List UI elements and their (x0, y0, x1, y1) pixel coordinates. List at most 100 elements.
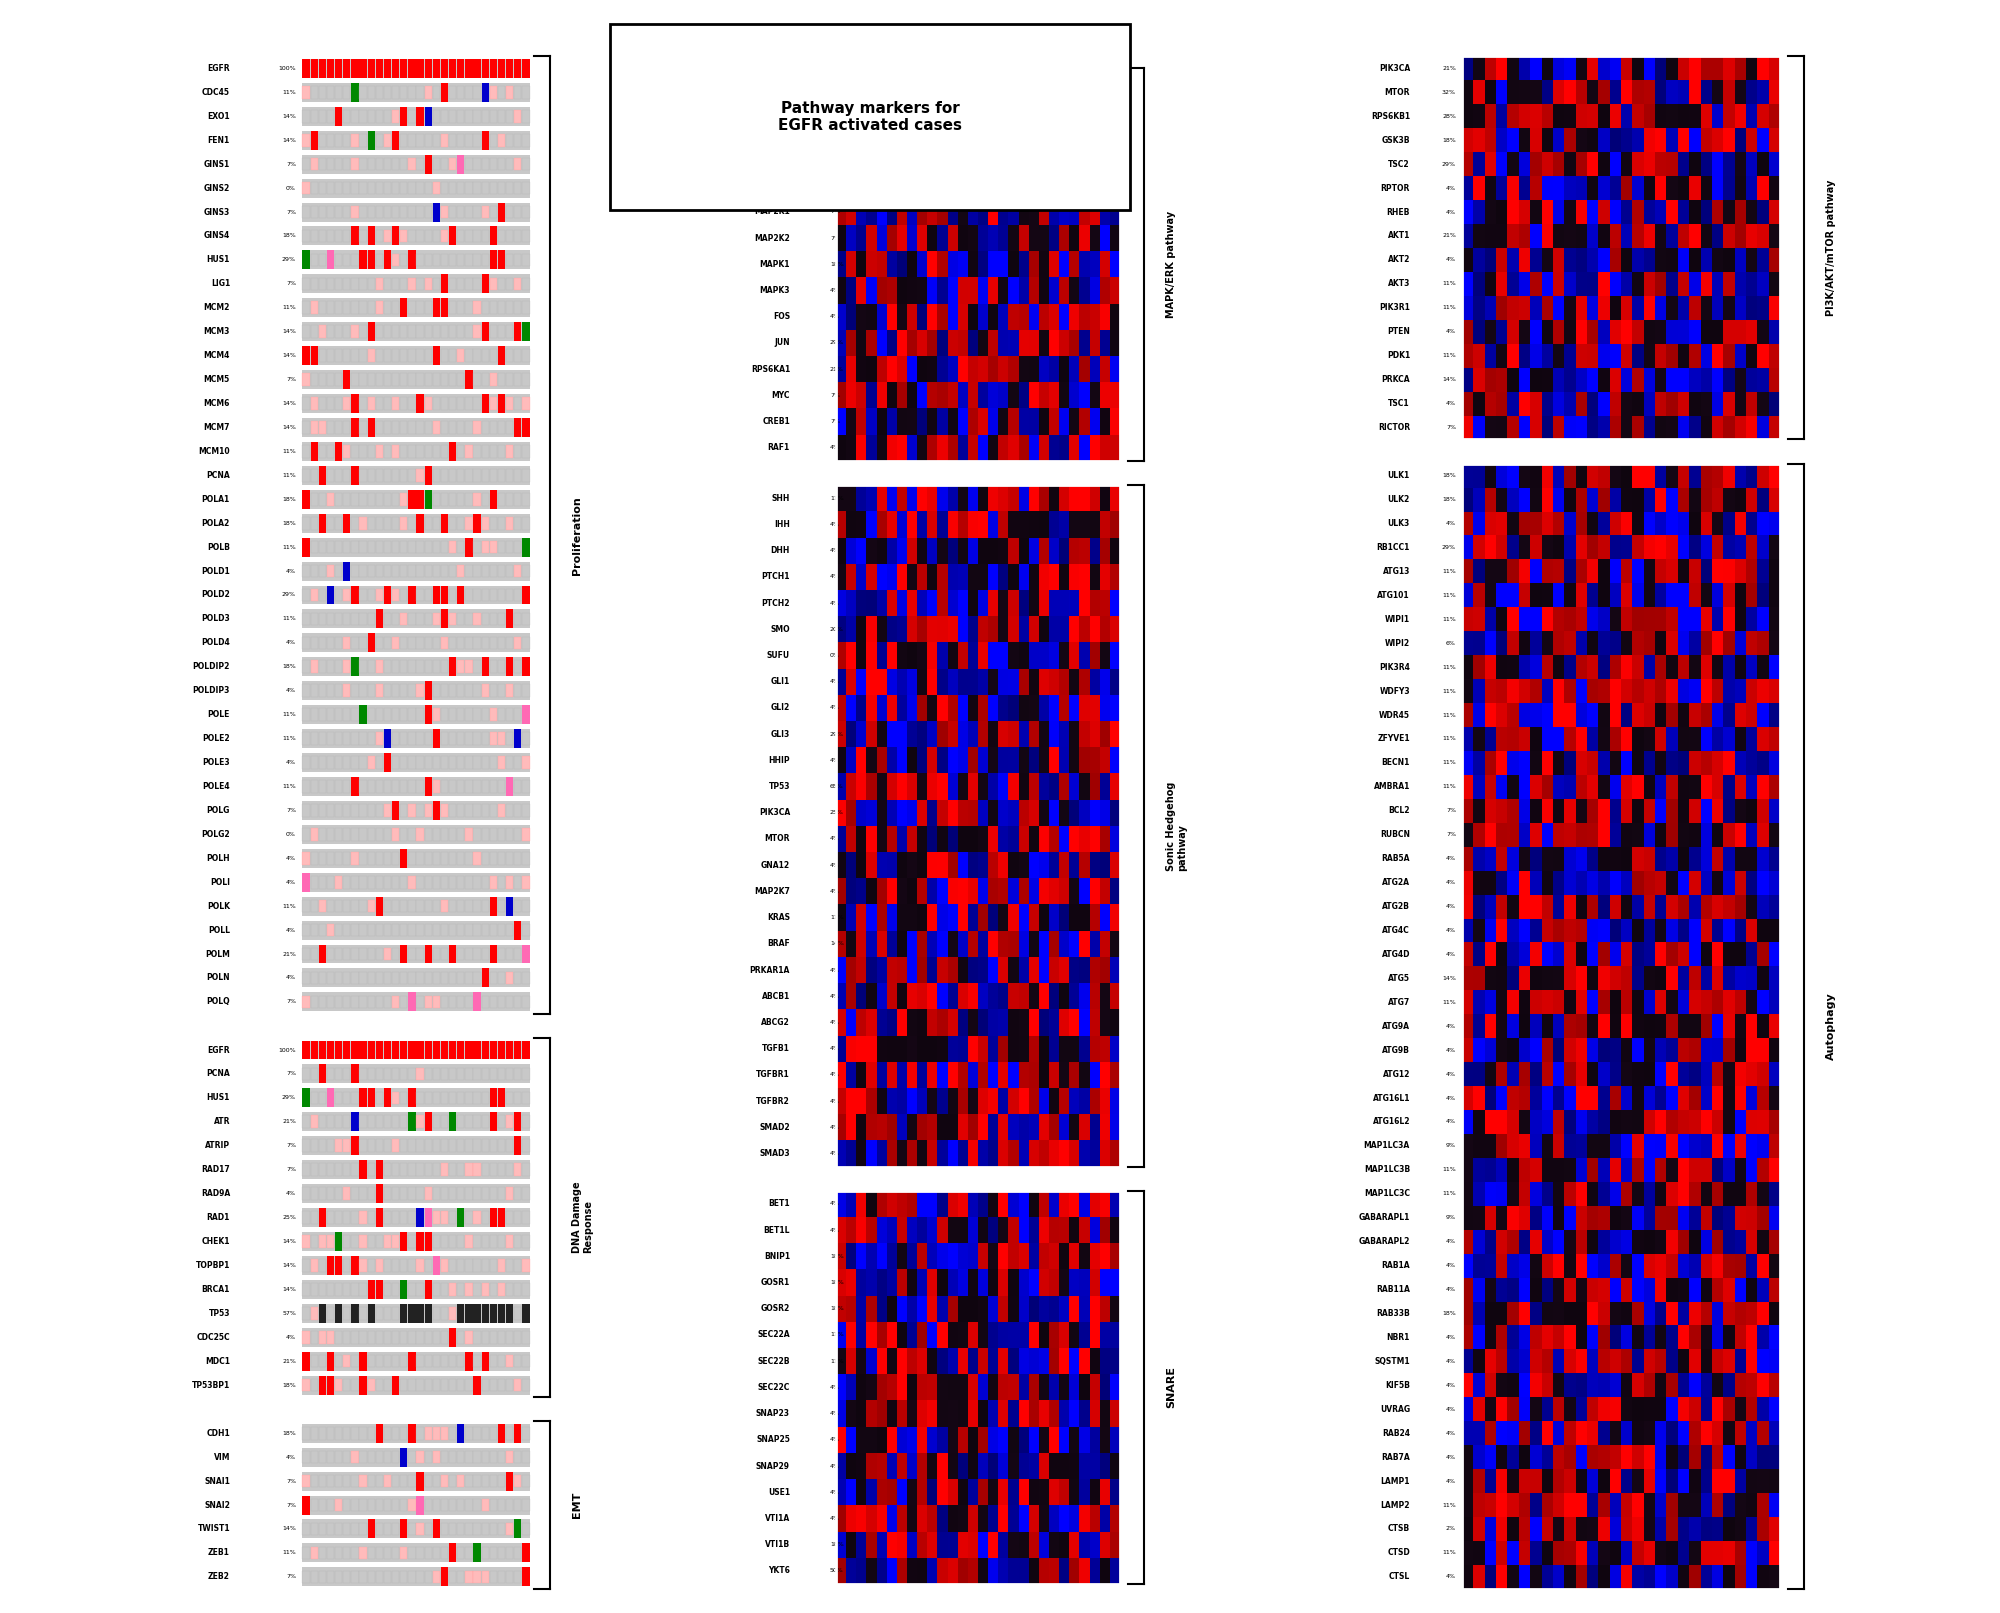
Bar (1508, 1253, 1518, 1277)
Bar (1050, 68, 1060, 94)
Bar (458, 1523, 464, 1536)
Bar (918, 590, 928, 616)
Bar (1690, 1350, 1700, 1373)
Bar (1586, 224, 1598, 248)
Bar (368, 948, 374, 960)
Bar (302, 1116, 310, 1127)
Bar (474, 134, 480, 147)
Bar (448, 708, 456, 721)
Bar (1100, 94, 1110, 121)
Bar (1644, 273, 1656, 295)
Bar (498, 637, 506, 648)
Bar (482, 158, 488, 171)
Bar (506, 229, 514, 242)
Text: Proliferation: Proliferation (572, 495, 582, 574)
Bar (1542, 1397, 1552, 1421)
Bar (1678, 560, 1690, 584)
Bar (1552, 248, 1564, 273)
Bar (1496, 895, 1508, 918)
Bar (440, 1547, 448, 1560)
Bar (514, 469, 522, 482)
Text: RAB33B: RAB33B (1376, 1310, 1410, 1318)
Bar (1746, 966, 1758, 990)
Bar (1484, 392, 1496, 416)
Bar (1050, 252, 1060, 277)
Bar (1700, 727, 1712, 752)
Bar (1110, 436, 1120, 461)
Bar (866, 590, 876, 616)
Bar (958, 957, 968, 982)
Bar (1712, 1134, 1724, 1158)
Bar (1632, 1565, 1644, 1589)
Text: SEC22B: SEC22B (758, 1357, 790, 1366)
Bar (1632, 224, 1644, 248)
Bar (998, 1532, 1008, 1558)
Text: MTOR: MTOR (1384, 87, 1410, 97)
Bar (1110, 1453, 1120, 1479)
Bar (360, 250, 366, 269)
Text: 11%: 11% (830, 131, 844, 135)
Bar (938, 1036, 948, 1061)
Bar (448, 516, 456, 529)
Bar (1050, 642, 1060, 668)
Bar (1542, 703, 1552, 727)
Bar (352, 948, 358, 960)
Bar (856, 1036, 866, 1061)
Bar (1110, 511, 1120, 537)
Bar (458, 1331, 464, 1344)
Bar (1678, 703, 1690, 727)
Bar (392, 802, 400, 819)
Bar (368, 634, 374, 652)
Bar (1050, 668, 1060, 695)
Bar (958, 590, 968, 616)
Bar (1530, 511, 1542, 536)
Bar (1690, 1229, 1700, 1253)
Bar (1518, 176, 1530, 200)
Bar (400, 1379, 408, 1392)
Bar (1496, 1207, 1508, 1229)
Text: 11%: 11% (1442, 760, 1456, 766)
Bar (424, 637, 432, 648)
Bar (958, 436, 968, 461)
Bar (928, 173, 938, 198)
Bar (318, 945, 326, 963)
Bar (1678, 248, 1690, 273)
Bar (310, 1307, 318, 1319)
Text: RPS6KA1: RPS6KA1 (750, 365, 790, 374)
Bar (1700, 1494, 1712, 1516)
Bar (1678, 584, 1690, 608)
Bar (896, 1036, 906, 1061)
Bar (384, 182, 392, 195)
Bar (1758, 584, 1768, 608)
Bar (1508, 823, 1518, 847)
Bar (352, 60, 358, 77)
Bar (1050, 147, 1060, 173)
Bar (1586, 560, 1598, 584)
Bar (1100, 1140, 1110, 1166)
Bar (1542, 1158, 1552, 1182)
Bar (958, 931, 968, 957)
Bar (1734, 1182, 1746, 1207)
Bar (498, 1187, 506, 1200)
Bar (1564, 847, 1576, 871)
Bar (1632, 295, 1644, 319)
Bar (482, 1116, 488, 1127)
Bar (1462, 1039, 1474, 1061)
Bar (360, 732, 366, 745)
Text: 7%: 7% (830, 156, 840, 161)
Bar (1518, 416, 1530, 439)
Bar (1576, 1182, 1586, 1207)
Bar (490, 445, 498, 458)
Bar (1712, 56, 1724, 81)
Bar (918, 1140, 928, 1166)
Bar (334, 876, 342, 889)
Bar (392, 421, 400, 434)
Bar (416, 708, 424, 721)
Bar (968, 1036, 978, 1061)
Bar (846, 1374, 856, 1400)
Bar (958, 1426, 968, 1453)
Bar (458, 876, 464, 889)
Bar (1576, 1326, 1586, 1350)
Bar (1508, 990, 1518, 1015)
Bar (1656, 129, 1666, 152)
